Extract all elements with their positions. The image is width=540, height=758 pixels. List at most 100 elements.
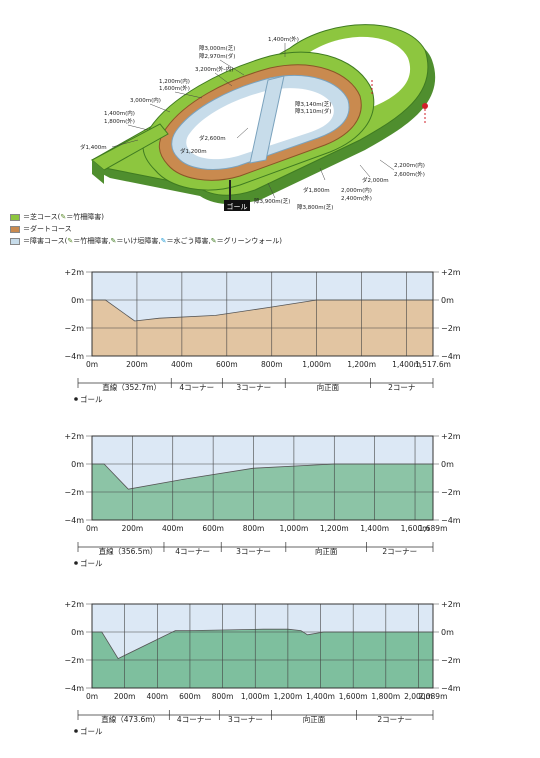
goal-label: ゴール xyxy=(80,726,103,736)
x-tick-label: 800m xyxy=(212,692,234,701)
y-tick-label-right: +2m xyxy=(441,600,461,609)
y-tick-label-right: −4m xyxy=(441,684,461,693)
distance-label: ダ2,600m xyxy=(199,134,226,142)
leader-line xyxy=(236,127,249,139)
legend-note: ＝いけ垣障害, xyxy=(116,237,161,245)
track-map: ゴール 1,400m(外) 障3,000m(芝) 障2,970m(ダ) 3,20… xyxy=(80,24,436,211)
goal-bullet-icon xyxy=(74,397,78,401)
x-tick-label: 400m xyxy=(162,524,184,533)
x-tick-label: 1,000m xyxy=(302,360,331,369)
leader-line xyxy=(149,103,171,113)
x-tick-label: 800m xyxy=(261,360,283,369)
x-tick-label: 1,400m xyxy=(392,360,421,369)
hedge-icon: ✎ xyxy=(110,237,117,245)
legend-note: ＝水ごう障害, xyxy=(166,237,211,245)
legend-note: ＝竹柵障害) xyxy=(66,213,104,221)
x-tick-label: 600m xyxy=(179,692,201,701)
segment-label: 向正面 xyxy=(315,546,338,556)
segment-label: 直線（473.6m） xyxy=(101,714,160,724)
left-chute-end xyxy=(92,160,104,184)
y-tick-label-left: −4m xyxy=(64,352,84,361)
x-tick-label: 400m xyxy=(171,360,193,369)
distance-label: 障3,900m(芝) xyxy=(254,197,290,205)
distance-label: 3,000m(内) xyxy=(130,96,161,104)
y-tick-label-right: −2m xyxy=(441,488,461,497)
x-tick-label: 0m xyxy=(86,692,98,701)
leader-line xyxy=(214,72,233,87)
y-tick-label-right: 0m xyxy=(441,628,454,637)
x-tick-label: 1,689m xyxy=(419,524,448,533)
x-tick-label: 1,400m xyxy=(360,524,389,533)
leader-line xyxy=(219,59,245,76)
segment-label: 4コーナー xyxy=(177,715,212,724)
x-tick-label: 1,000m xyxy=(241,692,270,701)
segment-label: 2コーナー xyxy=(382,547,417,556)
y-tick-label-left: +2m xyxy=(64,268,84,277)
leader-line xyxy=(267,182,276,199)
leader-line xyxy=(359,164,371,178)
x-tick-label: 200m xyxy=(126,360,148,369)
x-tick-label: 400m xyxy=(146,692,168,701)
legend-note: ＝竹柵障害, xyxy=(73,237,111,245)
goal-label: ゴール xyxy=(80,394,103,404)
legend-label: ＝ダートコース xyxy=(23,225,72,233)
goal-label: ゴール xyxy=(80,558,103,568)
y-tick-label-right: −2m xyxy=(441,656,461,665)
x-tick-label: 1,600m xyxy=(339,692,368,701)
segment-label: 直線（356.5m） xyxy=(99,546,158,556)
jump-crossing xyxy=(249,75,285,164)
y-tick-label-left: +2m xyxy=(64,600,84,609)
y-tick-label-right: +2m xyxy=(441,268,461,277)
distance-label: 2,000m(内) xyxy=(341,186,372,194)
distance-label: 1,200m(内) xyxy=(159,77,190,85)
legend-label: ＝障害コース( xyxy=(23,237,68,245)
bamboo-fence-icon: ✎ xyxy=(60,213,67,221)
goal-label-box xyxy=(224,200,250,211)
distance-label: 1,600m(外) xyxy=(159,84,190,92)
y-tick-label-left: 0m xyxy=(71,460,84,469)
y-tick-label-left: −4m xyxy=(64,684,84,693)
y-tick-label-left: 0m xyxy=(71,628,84,637)
goal-bullet-icon xyxy=(74,729,78,733)
y-tick-label-left: −2m xyxy=(64,656,84,665)
green-wall-icon: ✎ xyxy=(210,237,217,245)
distance-label: 障3,000m(芝) xyxy=(199,44,235,52)
goal-post xyxy=(229,180,231,200)
distance-label: 1,400m(内) xyxy=(104,109,135,117)
x-tick-label: 1,200m xyxy=(320,524,349,533)
distance-label: 障3,110m(ダ) xyxy=(295,107,331,115)
x-tick-label: 1,517.6m xyxy=(415,360,451,369)
leader-line xyxy=(127,124,149,131)
y-tick-label-left: 0m xyxy=(71,296,84,305)
distance-label: 1,800m(外) xyxy=(104,117,135,125)
distance-label: 2,400m(外) xyxy=(341,194,372,202)
x-tick-label: 1,000m xyxy=(280,524,309,533)
leader-line xyxy=(379,159,395,171)
leader-line xyxy=(319,167,326,181)
bamboo-fence-icon: ✎ xyxy=(67,237,74,245)
x-tick-label: 800m xyxy=(243,524,265,533)
distance-label: 障2,970m(ダ) xyxy=(199,52,235,60)
y-tick-label-right: −2m xyxy=(441,324,461,333)
y-tick-label-left: −2m xyxy=(64,488,84,497)
x-tick-label: 0m xyxy=(86,524,98,533)
y-tick-label-right: 0m xyxy=(441,460,454,469)
goal-bullet-icon xyxy=(74,561,78,565)
segment-label: 3コーナー xyxy=(236,547,271,556)
leader-line xyxy=(111,139,139,148)
distance-label: ダ1,200m xyxy=(180,147,207,155)
legend: ＝芝コース( ✎ ＝竹柵障害) ＝ダートコース ＝障害コース( ✎ ＝竹柵障害,… xyxy=(10,211,282,247)
segment-label: 3コーナー xyxy=(236,383,271,392)
y-tick-label-left: −4m xyxy=(64,516,84,525)
legend-note: ＝グリーンウォール) xyxy=(216,237,282,245)
x-tick-label: 1,200m xyxy=(347,360,376,369)
segment-label: 直線（352.7m） xyxy=(102,382,161,392)
jump-swatch xyxy=(10,237,20,245)
y-tick-label-right: 0m xyxy=(441,296,454,305)
distance-label: 3,200m(外-内) xyxy=(195,65,233,73)
segment-label: 2コーナ xyxy=(388,383,415,392)
